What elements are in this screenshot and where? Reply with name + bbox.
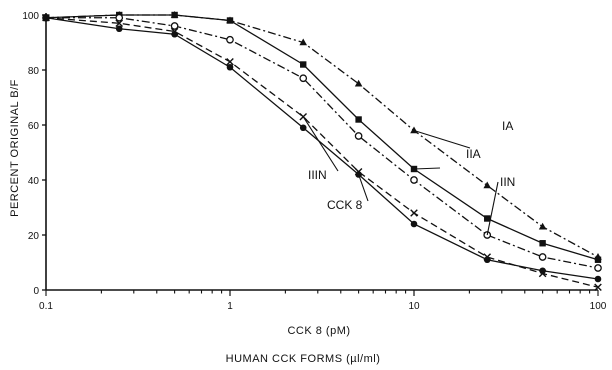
data-point-iia <box>355 116 362 123</box>
axis-ticks: 0 20 40 60 80 100 0.1 1 10 100 <box>22 11 606 312</box>
data-point-cck-8 <box>539 267 546 275</box>
x-tick-label: 10 <box>408 301 420 312</box>
y-tick-label: 80 <box>28 66 40 77</box>
data-point-iin <box>115 13 124 22</box>
data-point-cck-8 <box>483 256 491 264</box>
x-tick-label: 100 <box>590 301 607 312</box>
data-point-iia <box>300 61 307 68</box>
axes <box>45 13 598 291</box>
data-point-iin <box>299 74 308 83</box>
y-tick-label: 20 <box>28 231 40 242</box>
data-point-cck-8 <box>42 14 50 22</box>
annotation-label-ia: IA <box>502 119 513 133</box>
series-iia <box>42 11 602 263</box>
data-point-ia <box>354 79 363 87</box>
data-point-cck-8 <box>115 25 123 33</box>
y-tick-label: 40 <box>28 176 40 187</box>
data-point-iiin <box>594 283 602 292</box>
x-axis-label-secondary: HUMAN CCK FORMS (µl/ml) <box>226 353 381 365</box>
data-point-iin <box>538 253 547 261</box>
series-cck-8 <box>42 14 602 283</box>
data-point-iiin <box>410 209 418 217</box>
data-point-cck-8 <box>171 30 178 38</box>
series-layer <box>42 11 602 292</box>
annotation-label-cck-8: CCK 8 <box>327 198 363 212</box>
annotation-label-iiin: IIIN <box>308 168 327 182</box>
data-point-ia <box>410 126 418 134</box>
data-point-iia <box>226 17 234 24</box>
annotation-leader-iiin <box>302 116 339 172</box>
x-tick-label: 0.1 <box>39 301 53 312</box>
annotation-leader-ia <box>413 129 471 149</box>
data-point-iin <box>594 264 602 272</box>
y-axis-label: PERCENT ORIGINAL B/F <box>9 79 21 217</box>
data-point-iin <box>170 22 179 30</box>
data-point-iiin <box>226 57 234 66</box>
data-point-cck-8 <box>594 275 602 283</box>
data-point-iin <box>410 176 418 184</box>
series-line-iia <box>45 14 599 261</box>
data-point-cck-8 <box>226 63 234 71</box>
x-axis-label: CCK 8 (pM) <box>287 325 350 337</box>
annotation-leader-iia <box>413 167 441 170</box>
annotation-label-iia: IIA <box>466 147 481 161</box>
data-point-ia <box>299 38 308 46</box>
series-line-cck-8 <box>45 17 599 280</box>
y-tick-label: 60 <box>28 121 40 132</box>
x-tick-label: 1 <box>227 301 233 312</box>
data-point-ia <box>483 181 492 189</box>
annotation-label-iin: IIN <box>500 175 515 189</box>
y-tick-label: 100 <box>22 11 39 22</box>
series-line-iin <box>46 17 599 269</box>
data-point-iin <box>226 35 234 44</box>
data-point-iia <box>539 240 546 247</box>
annotation-leader-iin <box>486 181 499 236</box>
data-point-cck-8 <box>299 124 307 132</box>
data-point-iia <box>594 256 602 263</box>
annotation-layer: IA IIA IIN IIIN CCK 8 <box>302 116 515 236</box>
y-tick-label: 0 <box>33 286 39 297</box>
data-point-iia <box>484 215 491 222</box>
series-iin <box>42 13 602 272</box>
series-line-iiin <box>45 17 599 288</box>
data-point-iin <box>354 132 363 140</box>
data-point-cck-8 <box>410 220 418 228</box>
data-point-iia <box>171 11 178 19</box>
data-point-iiin <box>115 19 124 28</box>
data-point-ia <box>538 222 547 230</box>
annotation-leader-cck-8 <box>358 174 369 202</box>
